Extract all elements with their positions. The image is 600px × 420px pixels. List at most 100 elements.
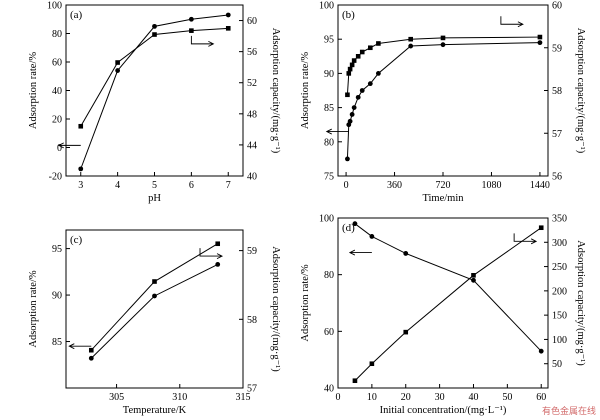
y-axis-label: Adsorption rate/%	[28, 270, 39, 348]
data-point-square	[347, 66, 353, 72]
y-tick-label: 0	[57, 143, 62, 154]
y-tick-label: 40	[324, 384, 334, 395]
y2-axis-label: Adsorption capacity/(mg·g⁻¹)	[575, 240, 586, 366]
y2-tick-label: 100	[552, 335, 567, 346]
data-point-circle	[345, 156, 350, 162]
data-point-square	[352, 378, 358, 384]
data-point-square	[351, 58, 357, 63]
plot-frame	[65, 4, 244, 177]
left-axis-arrow	[57, 142, 81, 149]
series-line-square	[354, 227, 542, 382]
x-axis-label: Time/min	[422, 193, 464, 204]
x-tick-label: 310	[172, 392, 187, 403]
right-axis-arrow	[500, 16, 524, 28]
series-line-circle	[90, 263, 218, 359]
y2-tick-label: 56	[552, 172, 562, 183]
left-axis-arrow	[68, 343, 92, 350]
data-point-square	[152, 32, 157, 37]
data-point-square	[152, 279, 157, 284]
data-point-square	[376, 41, 381, 46]
left-axis-arrow	[325, 128, 349, 135]
panel-label: (d)	[342, 222, 355, 234]
plot-frame	[337, 4, 549, 177]
series-line-circle	[354, 223, 542, 352]
series-line-square	[80, 27, 229, 127]
data-point-square	[78, 123, 84, 129]
x-tick-label: 30	[435, 392, 445, 403]
y2-tick-label: 57	[552, 129, 562, 140]
data-point-square	[368, 45, 373, 51]
data-point-square	[88, 347, 94, 353]
y-tick-label: 95	[324, 35, 334, 46]
x-tick-label: 7	[226, 180, 231, 191]
data-point-circle	[78, 166, 84, 172]
y-tick-label: 90	[52, 291, 62, 302]
right-axis-arrow	[513, 233, 538, 245]
data-point-circle	[88, 355, 94, 361]
data-point-circle	[403, 251, 409, 256]
y2-tick-label: 50	[552, 359, 562, 370]
panel-label: (b)	[342, 9, 355, 21]
data-point-circle	[188, 16, 194, 22]
x-tick-label: 0	[344, 180, 349, 191]
data-point-square	[355, 54, 361, 59]
watermark: 有色金属在线	[542, 405, 596, 417]
data-point-circle	[471, 277, 476, 283]
y2-tick-label: 59	[552, 43, 562, 54]
y2-tick-label: 48	[247, 109, 257, 120]
y2-tick-label: 56	[247, 47, 257, 58]
data-point-square	[369, 361, 375, 367]
plot-frame	[65, 229, 244, 389]
panel-b: 0 360 720 1080 1440 75 80 85 90 95 100 56 57 58 59 60 (b…	[300, 1, 586, 205]
y2-tick-label: 58	[552, 86, 562, 97]
y2-axis-label: Adsorption capacity/(mg·g⁻¹)	[270, 246, 281, 372]
y2-axis-label: Adsorption capacity/(mg·g⁻¹)	[270, 28, 281, 154]
y2-axis-label: Adsorption capacity/(mg·g⁻¹)	[575, 28, 586, 154]
panel-d: 0 10 20 30 40 50 60 40 60 80 100 50 100 150 200 250 300 3…	[300, 214, 586, 417]
y2-tick-label: 350	[552, 214, 567, 225]
data-point-square	[349, 62, 355, 68]
y2-tick-label: 44	[247, 140, 257, 151]
panel-c: 305 310 315 85 90 95 57 58 59 (c) Temperature/K Ads…	[28, 229, 281, 416]
data-point-square	[345, 92, 350, 98]
data-point-circle	[440, 42, 446, 48]
x-tick-label: 6	[189, 180, 194, 191]
y2-tick-label: 57	[247, 384, 257, 395]
panel-label: (a)	[70, 9, 83, 21]
x-axis-label: Initial concentration/(mg·L⁻¹)	[380, 405, 507, 416]
plot-frame	[337, 217, 549, 389]
data-point-circle	[152, 23, 157, 29]
y-tick-label: 100	[47, 1, 62, 12]
x-tick-label: 60	[536, 392, 546, 403]
y-tick-label: 95	[52, 244, 62, 255]
y-tick-label: -20	[49, 172, 62, 183]
y-axis-label: Adsorption rate/%	[300, 264, 311, 342]
x-tick-label: 1080	[481, 180, 501, 191]
y-axis-label: Adsorption rate/%	[300, 52, 311, 130]
y-tick-label: 60	[52, 58, 62, 69]
y2-tick-label: 60	[247, 16, 257, 27]
data-point-circle	[369, 234, 375, 239]
x-tick-label: 1440	[530, 180, 550, 191]
y2-tick-label: 40	[247, 172, 257, 183]
data-point-square	[440, 35, 446, 41]
y-tick-label: 40	[52, 86, 62, 97]
y2-tick-label: 52	[247, 78, 257, 89]
data-point-circle	[538, 348, 544, 354]
y-tick-label: 85	[324, 103, 334, 114]
y2-tick-label: 60	[552, 1, 562, 12]
y-tick-label: 80	[324, 270, 334, 281]
y2-tick-label: 58	[247, 315, 257, 326]
data-point-square	[225, 26, 231, 31]
x-tick-label: 10	[367, 392, 377, 403]
y-axis-label: Adsorption rate/%	[28, 52, 39, 130]
data-point-circle	[351, 105, 357, 110]
y2-tick-label: 200	[552, 286, 567, 297]
y-tick-label: 85	[52, 337, 62, 348]
data-point-square	[215, 241, 221, 247]
data-point-circle	[347, 118, 353, 124]
data-point-square	[403, 329, 409, 335]
y-tick-label: 80	[52, 29, 62, 40]
data-point-circle	[215, 261, 221, 267]
